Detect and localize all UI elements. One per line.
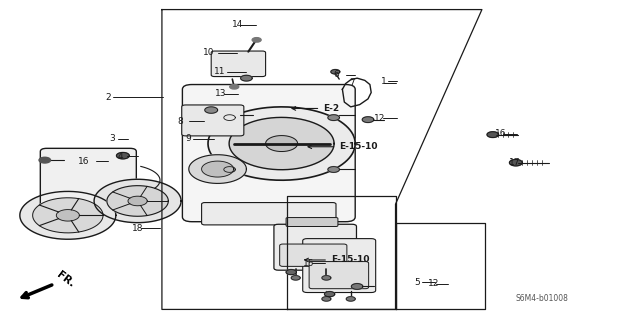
FancyBboxPatch shape (274, 224, 356, 270)
Text: 10: 10 (203, 48, 214, 57)
Text: 8: 8 (177, 117, 183, 126)
FancyBboxPatch shape (211, 51, 266, 77)
Text: 11: 11 (214, 67, 226, 76)
Text: 13: 13 (215, 89, 227, 98)
FancyBboxPatch shape (202, 203, 336, 225)
Polygon shape (346, 297, 355, 301)
Polygon shape (128, 196, 147, 206)
Polygon shape (202, 161, 234, 177)
FancyBboxPatch shape (280, 244, 347, 266)
Polygon shape (328, 115, 339, 121)
Text: 15: 15 (303, 259, 315, 268)
Polygon shape (208, 107, 355, 180)
Text: 17: 17 (509, 158, 520, 167)
FancyBboxPatch shape (309, 262, 369, 289)
Text: 14: 14 (232, 20, 243, 29)
Polygon shape (229, 117, 334, 170)
Polygon shape (33, 198, 103, 233)
Polygon shape (362, 117, 374, 122)
Polygon shape (322, 276, 331, 280)
Polygon shape (328, 167, 339, 172)
Text: 9: 9 (185, 134, 191, 143)
Circle shape (39, 157, 51, 163)
Polygon shape (224, 167, 236, 172)
FancyBboxPatch shape (182, 105, 244, 136)
Text: 12: 12 (374, 114, 386, 122)
Polygon shape (20, 191, 116, 239)
Polygon shape (291, 276, 300, 280)
Text: 5: 5 (414, 278, 420, 287)
FancyBboxPatch shape (303, 239, 376, 293)
Text: 12: 12 (428, 279, 439, 288)
Polygon shape (241, 75, 252, 81)
Polygon shape (56, 210, 79, 221)
Polygon shape (107, 186, 168, 216)
Polygon shape (487, 132, 499, 137)
Text: 18: 18 (132, 224, 143, 233)
Text: FR.: FR. (55, 270, 77, 290)
Text: 4: 4 (118, 152, 123, 161)
FancyBboxPatch shape (182, 85, 355, 222)
Text: E-15-10: E-15-10 (308, 142, 378, 151)
Text: 7: 7 (349, 78, 355, 87)
Polygon shape (116, 152, 129, 159)
FancyBboxPatch shape (40, 148, 136, 211)
Circle shape (252, 38, 261, 42)
Polygon shape (189, 155, 246, 183)
Polygon shape (324, 292, 335, 297)
Polygon shape (224, 115, 236, 121)
Polygon shape (351, 284, 363, 289)
Circle shape (230, 85, 239, 89)
Polygon shape (205, 107, 218, 113)
Text: E-15-10: E-15-10 (305, 256, 369, 264)
Polygon shape (331, 70, 340, 74)
Polygon shape (509, 160, 522, 166)
Polygon shape (322, 297, 331, 301)
Text: E-2: E-2 (292, 104, 339, 113)
Text: 1: 1 (381, 77, 387, 86)
Text: S6M4-b01008: S6M4-b01008 (515, 294, 568, 303)
Text: 3: 3 (109, 134, 115, 143)
Polygon shape (286, 270, 296, 275)
Polygon shape (94, 179, 181, 223)
Text: 2: 2 (106, 93, 111, 102)
Polygon shape (266, 136, 298, 152)
Text: 16: 16 (78, 157, 90, 166)
Text: 6: 6 (333, 70, 339, 79)
Text: 16: 16 (495, 130, 506, 138)
FancyBboxPatch shape (286, 218, 338, 226)
